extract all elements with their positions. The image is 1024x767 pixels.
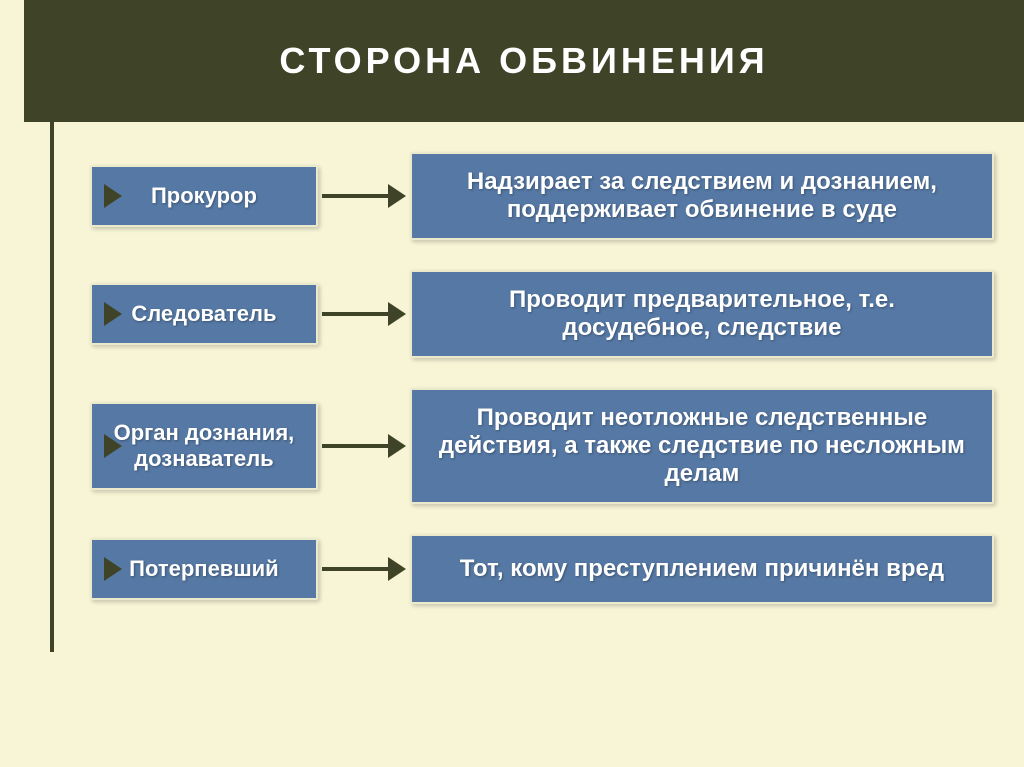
- description-box: Проводит предварительное, т.е. досудебно…: [410, 270, 994, 358]
- arrow-connector: [322, 444, 392, 448]
- arrow-connector: [322, 312, 392, 316]
- description-box: Проводит неотложные следственные действи…: [410, 388, 994, 504]
- description-box: Тот, кому преступлением причинён вред: [410, 534, 994, 604]
- arrow-icon: [104, 557, 122, 581]
- slide-container: СТОРОНА ОБВИНЕНИЯ Прокурор Надзирает за …: [0, 0, 1024, 767]
- arrow-connector: [322, 194, 392, 198]
- arrow-icon: [104, 302, 122, 326]
- description-box: Надзирает за следствием и дознанием, под…: [410, 152, 994, 240]
- diagram-row: Орган дознания, дознаватель Проводит нео…: [50, 388, 994, 504]
- role-box-prosecutor: Прокурор: [90, 165, 318, 227]
- diagram-row: Потерпевший Тот, кому преступлением прич…: [50, 534, 994, 604]
- diagram-row: Следователь Проводит предварительное, т.…: [50, 270, 994, 358]
- role-box-victim: Потерпевший: [90, 538, 318, 600]
- diagram-content: Прокурор Надзирает за следствием и дозна…: [0, 122, 1024, 664]
- role-box-inquiry: Орган дознания, дознаватель: [90, 402, 318, 490]
- role-box-investigator: Следователь: [90, 283, 318, 345]
- diagram-row: Прокурор Надзирает за следствием и дозна…: [50, 152, 994, 240]
- arrow-icon: [104, 434, 122, 458]
- arrow-connector: [322, 567, 392, 571]
- arrow-icon: [104, 184, 122, 208]
- slide-title: СТОРОНА ОБВИНЕНИЯ: [74, 40, 974, 82]
- slide-header: СТОРОНА ОБВИНЕНИЯ: [24, 0, 1024, 122]
